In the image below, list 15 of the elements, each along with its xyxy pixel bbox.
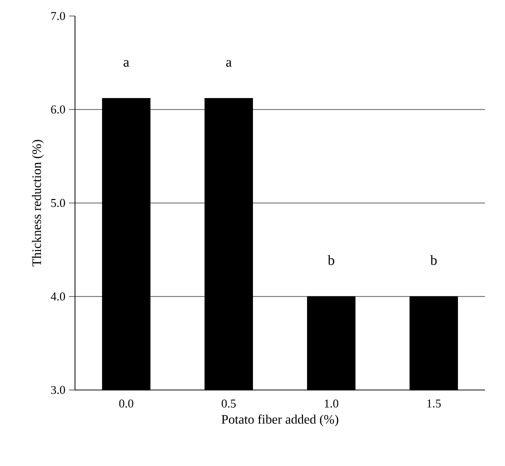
x-axis-title: Potato fiber added (%) [222, 414, 338, 426]
x-tick-label: 1.5 [427, 400, 441, 408]
y-tick-label: 3.0 [51, 386, 66, 394]
y-tick-label: 7.0 [51, 12, 66, 20]
x-tick-label: 1.0 [324, 400, 338, 408]
annotation: a [226, 60, 232, 67]
y-tick-label: 4.0 [50, 292, 66, 301]
annotation: a [124, 60, 130, 67]
x-tick-label: 0.0 [119, 400, 134, 408]
y-tick-label: 5.0 [51, 198, 66, 208]
annotation: b [328, 255, 334, 265]
y-axis-title: Thickness reduction (%) [32, 140, 44, 266]
annotation: b [430, 255, 437, 265]
y-tick-label: 6.0 [51, 105, 66, 114]
x-tick-label: 0.5 [222, 400, 236, 408]
